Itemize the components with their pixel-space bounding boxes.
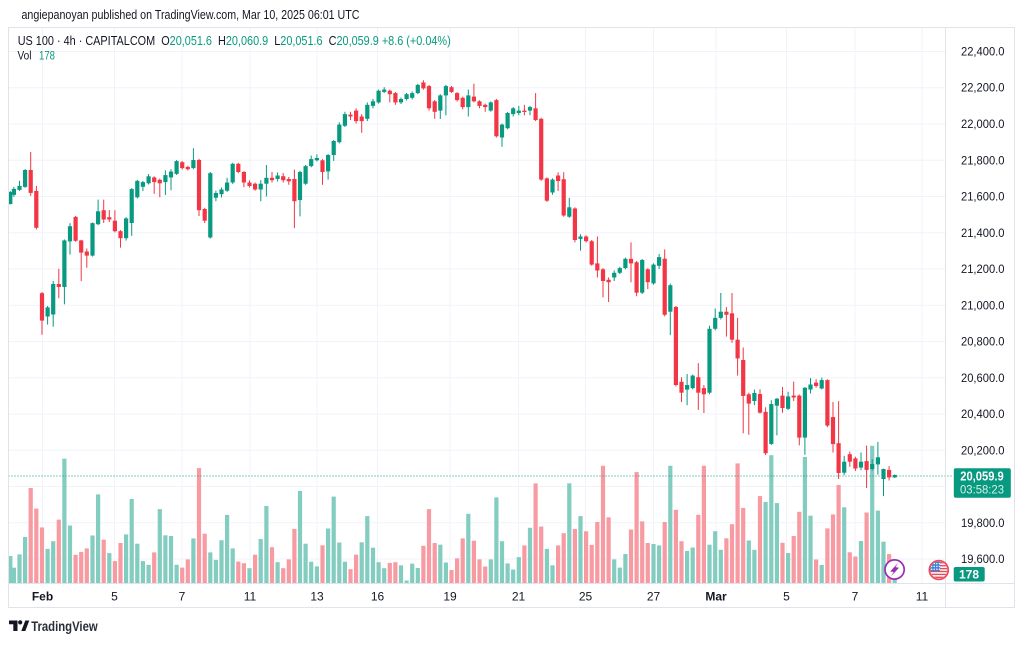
svg-text:25: 25 (579, 590, 593, 604)
svg-text:Vol: Vol (18, 51, 32, 63)
svg-text:angiepanoyan published on Trad: angiepanoyan published on TradingView.co… (22, 7, 360, 22)
svg-text:21,600.0: 21,600.0 (961, 190, 1005, 204)
svg-text:22,400.0: 22,400.0 (961, 45, 1005, 59)
svg-text:13: 13 (310, 590, 324, 604)
svg-text:20,400.0: 20,400.0 (961, 407, 1005, 421)
svg-text:Feb: Feb (32, 590, 53, 604)
svg-text:19,600.0: 19,600.0 (961, 552, 1005, 566)
svg-text:US 100 · 4h · CAPITALCOM O20,: US 100 · 4h · CAPITALCOM O20,051.6 H20,0… (18, 34, 451, 48)
svg-text:TradingView: TradingView (31, 618, 98, 634)
svg-text:19,800.0: 19,800.0 (961, 516, 1005, 530)
svg-text:16: 16 (371, 590, 385, 604)
svg-text:22,000.0: 22,000.0 (961, 117, 1005, 131)
svg-text:27: 27 (647, 590, 661, 604)
svg-text:7: 7 (179, 590, 186, 604)
svg-text:178: 178 (39, 51, 55, 63)
svg-text:11: 11 (244, 590, 257, 604)
svg-text:21,800.0: 21,800.0 (961, 153, 1005, 167)
svg-text:21,000.0: 21,000.0 (961, 298, 1005, 312)
svg-text:21: 21 (512, 590, 526, 604)
svg-text:21,200.0: 21,200.0 (961, 262, 1005, 276)
svg-text:11: 11 (916, 590, 929, 604)
svg-text:03:58:23: 03:58:23 (960, 485, 1004, 497)
svg-text:7: 7 (852, 590, 859, 604)
svg-text:5: 5 (111, 590, 118, 604)
svg-text:21,400.0: 21,400.0 (961, 226, 1005, 240)
svg-text:20,600.0: 20,600.0 (961, 371, 1005, 385)
svg-text:19: 19 (443, 590, 457, 604)
svg-text:5: 5 (783, 590, 790, 604)
svg-text:20,800.0: 20,800.0 (961, 335, 1005, 349)
svg-text:Mar: Mar (705, 590, 727, 604)
svg-text:20,059.9: 20,059.9 (960, 470, 1004, 484)
svg-text:178: 178 (959, 568, 979, 582)
svg-text:22,200.0: 22,200.0 (961, 81, 1005, 95)
svg-text:20,200.0: 20,200.0 (961, 443, 1005, 457)
